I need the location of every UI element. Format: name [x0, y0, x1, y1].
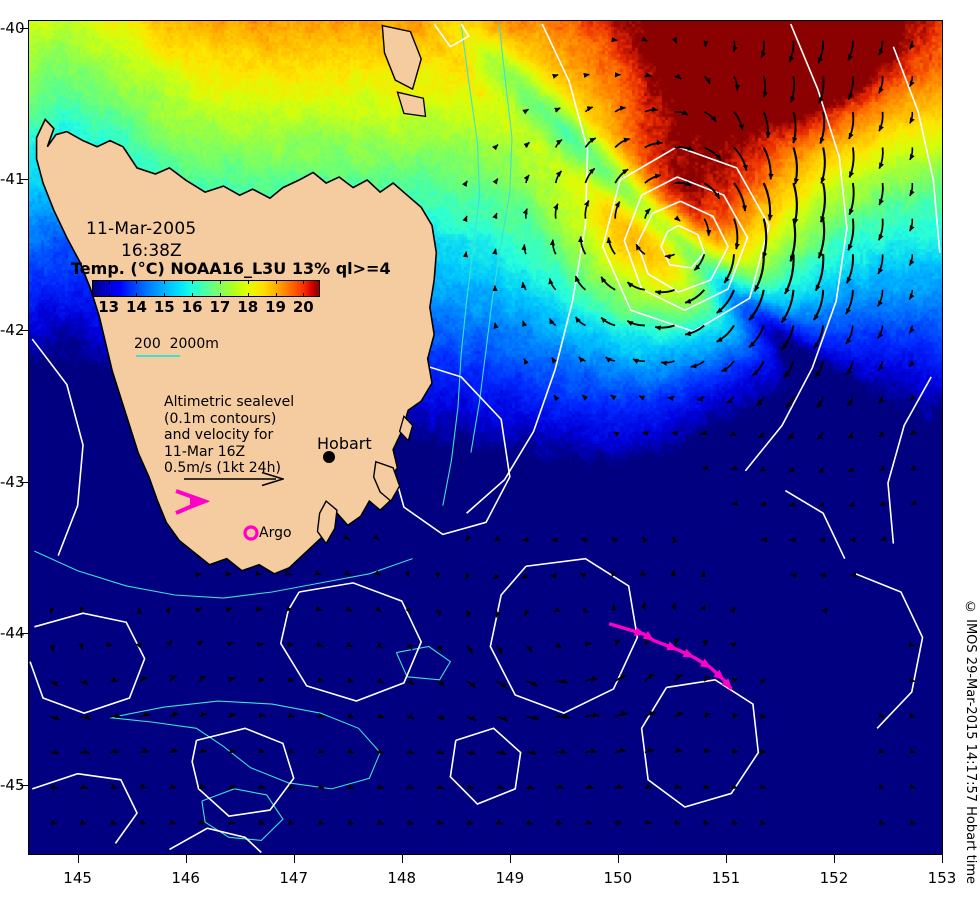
y-axis-tick — [20, 27, 28, 29]
acquisition-date: 11-Mar-2005 — [86, 219, 197, 239]
colorbar-tick-label: 14 — [126, 298, 147, 316]
y-axis-label: -42 — [0, 321, 25, 340]
y-axis-tick — [20, 784, 28, 786]
x-axis-tick — [185, 855, 187, 863]
copyright-credit: © IMOS 29-Mar-2015 14:17:57 Hobart time — [963, 600, 978, 885]
colorbar-tick-label: 17 — [209, 298, 231, 316]
x-axis-tick — [509, 855, 511, 863]
map-plot-area[interactable]: 11-Mar-2005 16:38Z Temp. (°C) NOAA16_L3U… — [28, 20, 943, 855]
x-axis-label: 152 — [819, 869, 849, 887]
x-axis-tick — [942, 855, 943, 863]
y-axis-label: -43 — [0, 472, 25, 491]
argo-legend-label: Argo — [259, 525, 292, 541]
y-axis-label: -41 — [0, 170, 25, 189]
x-axis-label: 148 — [387, 869, 417, 887]
colorbar-tick-label: 15 — [153, 298, 175, 316]
x-axis-label: 145 — [63, 869, 92, 887]
y-axis-tick — [20, 179, 28, 181]
colorbar-tick-label: 19 — [265, 298, 286, 316]
velocity-scale-arrow — [184, 471, 284, 487]
colorbar-tick-label: 16 — [181, 298, 203, 316]
drifter-legend-arrow — [175, 489, 210, 515]
x-axis-tick — [77, 855, 79, 863]
x-axis-label: 153 — [927, 869, 957, 887]
x-axis-tick — [401, 855, 403, 863]
y-axis-label: -44 — [0, 624, 25, 643]
y-axis-label: -45 — [0, 775, 25, 794]
bathymetry-legend-label: 200 2000m — [134, 336, 219, 352]
argo-float-icon — [243, 525, 259, 541]
y-axis-tick — [20, 633, 28, 635]
x-axis-label: 151 — [711, 869, 741, 887]
x-axis-label: 150 — [603, 869, 633, 887]
colorbar-tick-label: 18 — [237, 298, 259, 316]
temperature-colorbar — [92, 280, 320, 297]
acquisition-time: 16:38Z — [121, 241, 182, 261]
x-axis-tick — [833, 855, 835, 863]
altimetry-legend-text: Altimetric sealevel (0.1m contours) and … — [164, 394, 295, 476]
x-axis-label: 146 — [171, 869, 200, 887]
colorbar-tick-label: 20 — [292, 298, 314, 316]
y-axis-label: -40 — [0, 18, 25, 37]
hobart-city-label: Hobart — [317, 434, 372, 453]
y-axis-tick — [20, 330, 28, 332]
colorbar-tick-label: 13 — [98, 298, 120, 316]
hobart-city-marker — [323, 451, 335, 463]
colorbar-title: Temp. (°C) NOAA16_L3U 13% ql>=4 — [71, 259, 391, 278]
x-axis-label: 147 — [279, 869, 309, 887]
colorbar-tick-labels: 13 14 15 16 17 18 19 20 — [92, 298, 320, 318]
x-axis-tick — [725, 855, 727, 863]
y-axis-tick — [20, 481, 28, 483]
bathymetry-legend-line — [136, 355, 180, 357]
x-axis-tick — [617, 855, 619, 863]
x-axis-label: 149 — [495, 869, 525, 887]
colorbar-ticks — [92, 280, 320, 297]
x-axis-tick — [293, 855, 295, 863]
